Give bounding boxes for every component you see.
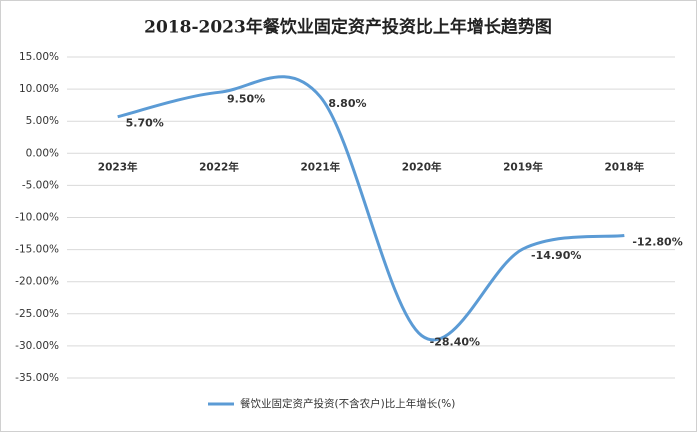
data-label: -14.90%: [531, 249, 581, 262]
data-label: -12.80%: [632, 235, 682, 248]
y-tick-label: -10.00%: [15, 212, 59, 224]
data-label: 8.80%: [328, 97, 366, 110]
x-tick-label: 2022年: [199, 160, 239, 173]
legend-label: 餐饮业固定资产投资(不含农户)比上年增长(%): [240, 397, 455, 410]
y-tick-label: -35.00%: [15, 372, 59, 384]
y-tick-label: -25.00%: [15, 308, 59, 320]
y-tick-label: 0.00%: [26, 147, 59, 159]
x-tick-label: 2023年: [98, 160, 138, 173]
y-tick-label: -20.00%: [15, 276, 59, 288]
x-tick-label: 2019年: [503, 160, 543, 173]
x-tick-label: 2018年: [604, 160, 644, 173]
y-tick-label: -30.00%: [15, 340, 59, 352]
y-tick-label: 15.00%: [19, 51, 59, 63]
data-label: 9.50%: [227, 92, 265, 105]
x-tick-label: 2020年: [402, 160, 442, 173]
x-tick-label: 2021年: [300, 160, 340, 173]
y-tick-label: -15.00%: [15, 244, 59, 256]
y-tick-label: -5.00%: [22, 179, 59, 191]
data-label: -28.40%: [430, 336, 480, 349]
data-label: 5.70%: [126, 117, 164, 130]
chart-title: 2018-2023年餐饮业固定资产投资比上年增长趋势图: [144, 17, 552, 38]
series-line: [117, 75, 625, 342]
y-tick-label: 10.00%: [19, 83, 59, 95]
y-tick-label: 5.00%: [26, 115, 59, 127]
